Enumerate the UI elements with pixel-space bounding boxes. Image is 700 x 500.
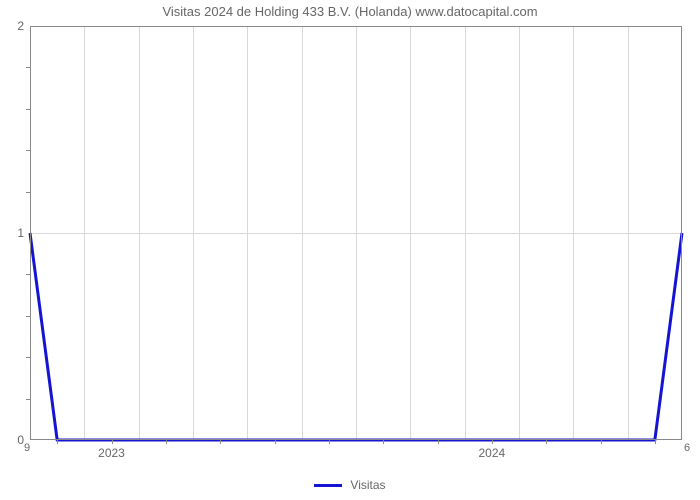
x-axis-corner-right: 6 xyxy=(684,442,690,454)
x-axis-corner-left: 9 xyxy=(24,442,30,454)
x-tick-minor xyxy=(275,440,276,444)
x-tick-minor xyxy=(329,440,330,444)
x-tick-minor xyxy=(383,440,384,444)
y-tick-minor xyxy=(26,192,30,193)
y-tick-minor xyxy=(26,67,30,68)
x-tick-minor xyxy=(57,440,58,444)
x-tick-label: 2024 xyxy=(478,446,505,460)
legend-label: Visitas xyxy=(350,478,385,492)
x-tick-label: 2023 xyxy=(98,446,125,460)
legend-swatch xyxy=(314,484,342,487)
chart-legend: Visitas xyxy=(0,478,700,492)
x-tick-minor xyxy=(546,440,547,444)
x-tick-minor xyxy=(601,440,602,444)
chart-series xyxy=(30,26,682,440)
x-tick-minor xyxy=(220,440,221,444)
x-tick-minor xyxy=(166,440,167,444)
y-tick-label: 2 xyxy=(17,19,24,33)
chart-title: Visitas 2024 de Holding 433 B.V. (Holand… xyxy=(0,4,700,19)
y-tick-minor xyxy=(26,316,30,317)
x-tick-minor xyxy=(655,440,656,444)
y-tick-label: 1 xyxy=(17,226,24,240)
series-line xyxy=(30,233,682,440)
y-tick-label: 0 xyxy=(17,433,24,447)
x-tick-minor xyxy=(438,440,439,444)
x-tick-minor xyxy=(112,440,113,444)
y-tick-minor xyxy=(26,399,30,400)
x-tick-minor xyxy=(492,440,493,444)
chart-plot-area: 012 20232024 xyxy=(30,26,682,440)
y-tick-minor xyxy=(26,150,30,151)
y-tick-minor xyxy=(26,274,30,275)
y-tick-minor xyxy=(26,357,30,358)
y-tick-minor xyxy=(26,109,30,110)
